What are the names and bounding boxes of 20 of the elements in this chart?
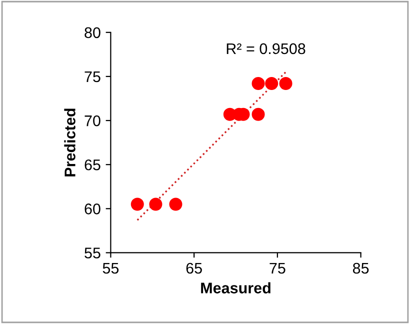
point [279,77,292,90]
point [265,77,278,90]
y-tick-label: 65 [84,159,100,170]
y-axis-title: Predicted [64,108,76,176]
point [252,77,265,90]
annotation: R² = 0.9508 [226,43,306,54]
point [130,198,144,211]
y-tick-label: 80 [84,27,100,38]
y-tick-label: 55 [84,248,100,258]
x-tick-label: 85 [352,262,369,274]
x-tick-label: 65 [186,262,202,274]
x-tick-label: 75 [270,263,286,274]
y-tick-label: 60 [84,204,100,214]
point [149,198,162,211]
point [252,108,265,121]
y-tick-label: 70 [84,115,100,126]
x-axis-title: Measured [201,282,270,294]
point [169,198,182,211]
y-tick-label: 75 [84,71,100,82]
x-tick-label: 55 [102,263,119,274]
